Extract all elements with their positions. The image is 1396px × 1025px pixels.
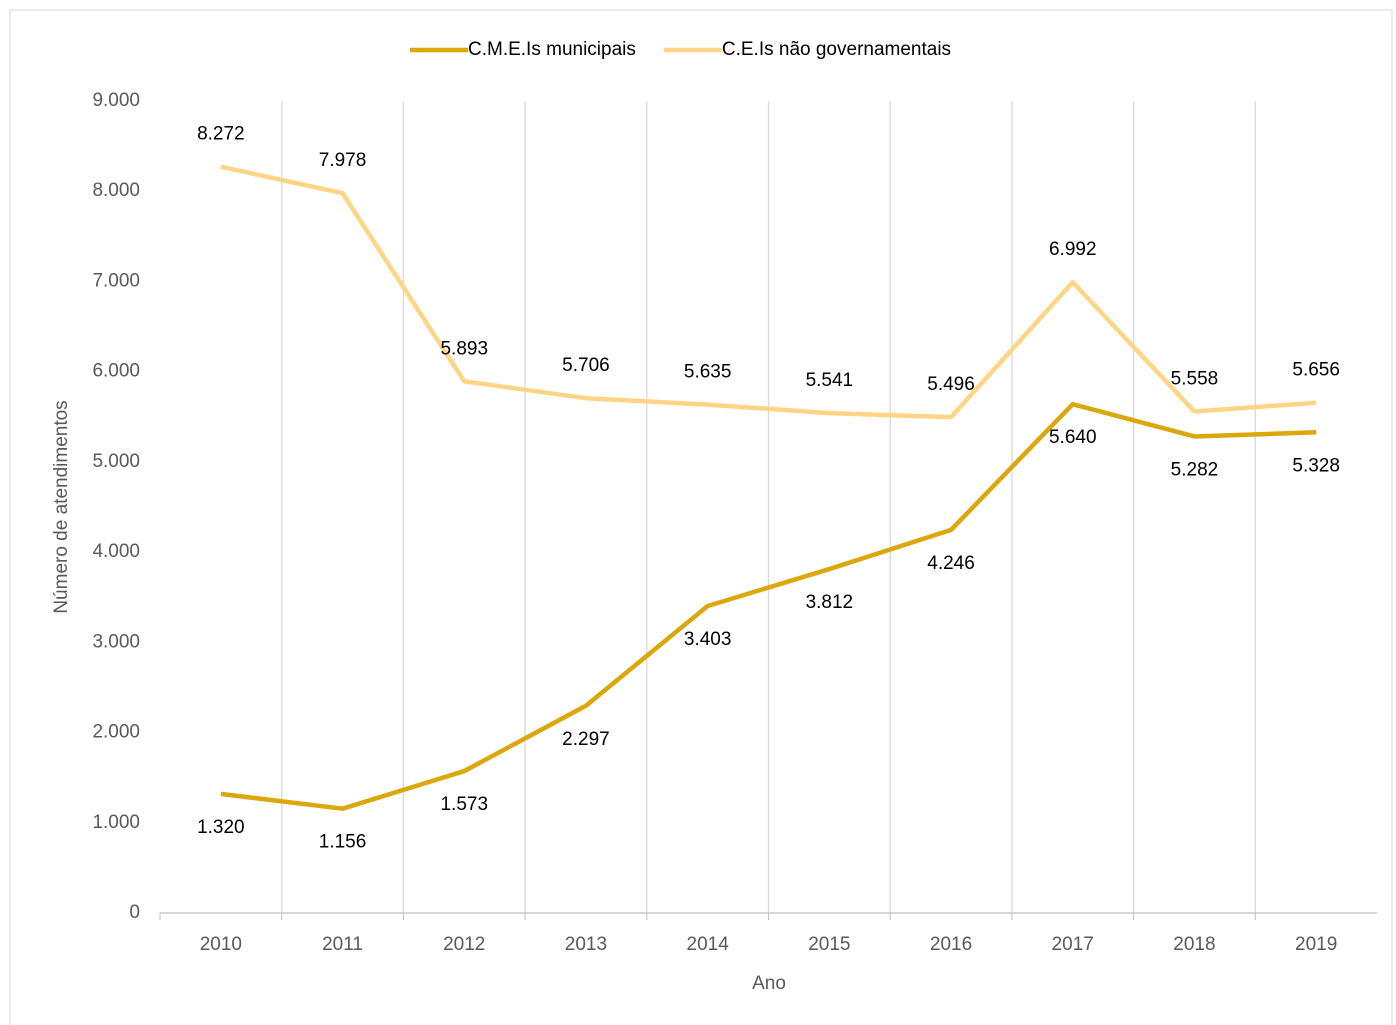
legend-label: C.E.Is não governamentais	[722, 39, 951, 60]
data-label: 3.812	[806, 592, 854, 613]
data-label: 5.541	[806, 370, 854, 391]
chart-border	[9, 9, 1393, 1025]
y-tick-label: 1.000	[92, 812, 140, 833]
x-tick-label: 2017	[1052, 934, 1094, 955]
data-label: 5.558	[1171, 369, 1219, 390]
x-tick-label: 2010	[200, 934, 242, 955]
y-tick-label: 5.000	[92, 451, 140, 472]
data-label: 5.656	[1292, 360, 1340, 381]
data-label: 5.893	[440, 338, 488, 359]
data-label: 2.297	[562, 729, 610, 750]
data-label: 3.403	[684, 629, 732, 650]
x-tick-label: 2019	[1295, 934, 1337, 955]
x-tick-label: 2014	[687, 934, 730, 955]
x-tick-label: 2012	[443, 934, 485, 955]
data-label: 5.635	[684, 362, 732, 383]
x-tick-label: 2015	[808, 934, 850, 955]
y-axis-label: Número de atendimentos	[51, 400, 72, 613]
data-label: 5.706	[562, 355, 610, 376]
series-line	[220, 164, 1317, 420]
y-tick-label: 2.000	[92, 722, 140, 743]
y-tick-label: 3.000	[92, 631, 140, 652]
data-label: 5.496	[927, 374, 975, 395]
x-tick-label: 2016	[930, 934, 972, 955]
x-axis-label: Ano	[752, 973, 786, 994]
data-label: 8.272	[197, 124, 245, 145]
data-label: 1.573	[440, 794, 488, 815]
y-tick-label: 0	[129, 902, 140, 923]
y-tick-label: 6.000	[92, 361, 140, 382]
x-tick-label: 2018	[1173, 934, 1215, 955]
y-tick-label: 4.000	[92, 541, 140, 562]
x-tick-label: 2013	[565, 934, 607, 955]
data-label: 6.992	[1049, 239, 1097, 260]
data-label: 4.246	[927, 553, 975, 574]
data-label: 1.320	[197, 817, 245, 838]
data-label: 1.156	[319, 832, 367, 853]
data-label: 7.978	[319, 150, 367, 171]
data-label: 5.328	[1292, 455, 1340, 476]
data-label: 5.282	[1171, 459, 1219, 480]
y-tick-label: 7.000	[92, 270, 140, 291]
x-tick-label: 2011	[322, 934, 363, 955]
y-tick-label: 9.000	[92, 90, 140, 111]
data-label: 5.640	[1049, 427, 1097, 448]
series-line	[220, 401, 1317, 811]
y-tick-label: 8.000	[92, 180, 140, 201]
legend-label: C.M.E.Is municipais	[468, 39, 636, 60]
